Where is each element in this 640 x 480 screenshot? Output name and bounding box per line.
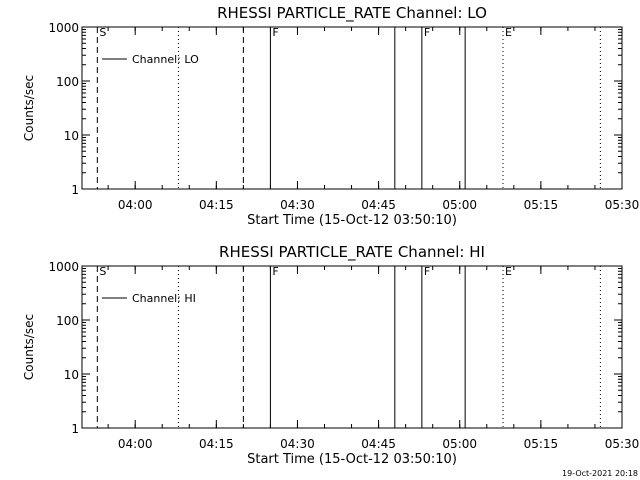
x-tick-label-04-00: 04:00: [118, 437, 153, 451]
chart-panel-1: RHESSI PARTICLE_RATE Channel: LO Start Ti…: [22, 4, 639, 228]
event-marker-label-e: E: [505, 26, 512, 39]
x-tick-label-05-15: 05:15: [524, 198, 559, 212]
y-tick-label-10: 10: [64, 368, 79, 382]
y-tick-label-10: 10: [64, 129, 79, 143]
chart-title: RHESSI PARTICLE_RATE Channel: LO: [217, 4, 487, 23]
x-axis-label: Start Time (15-Oct-12 03:50:10): [247, 213, 457, 228]
x-tick-label-05-30: 05:30: [605, 437, 640, 451]
event-marker-label-s: S: [99, 265, 106, 278]
event-marker-label-f: F: [424, 265, 430, 278]
plot-frame: [81, 26, 623, 190]
footer-date: 19-Oct-2021 20:18: [562, 469, 638, 478]
x-tick-label-04-30: 04:30: [280, 437, 315, 451]
x-axis-label: Start Time (15-Oct-12 03:50:10): [247, 452, 457, 467]
y-tick-label-1000: 1000: [48, 21, 79, 35]
legend-label: Channel: LO: [132, 53, 199, 66]
chart-panel-2: RHESSI PARTICLE_RATE Channel: HI Start Ti…: [22, 243, 639, 467]
x-tick-label-04-30: 04:30: [280, 198, 315, 212]
event-marker-label-s: S: [99, 26, 106, 39]
y-tick-label-1: 1: [71, 183, 79, 197]
x-tick-label-05-00: 05:00: [442, 198, 477, 212]
x-tick-label-05-00: 05:00: [442, 437, 477, 451]
plot-frame: [81, 265, 623, 429]
x-tick-label-04-00: 04:00: [118, 198, 153, 212]
chart-title: RHESSI PARTICLE_RATE Channel: HI: [219, 243, 485, 262]
event-marker-label-f: F: [272, 26, 278, 39]
event-marker-label-f: F: [424, 26, 430, 39]
y-tick-label-1000: 1000: [48, 260, 79, 274]
x-tick-label-05-30: 05:30: [605, 198, 640, 212]
y-tick-label-1: 1: [71, 422, 79, 436]
x-tick-label-04-45: 04:45: [361, 437, 396, 451]
x-tick-label-04-45: 04:45: [361, 198, 396, 212]
x-tick-label-04-15: 04:15: [199, 198, 234, 212]
event-marker-label-f: F: [272, 265, 278, 278]
y-axis-label: Counts/sec: [22, 75, 36, 141]
x-tick-label-04-15: 04:15: [199, 437, 234, 451]
y-axis-label: Counts/sec: [22, 314, 36, 380]
y-tick-label-100: 100: [56, 314, 79, 328]
y-tick-label-100: 100: [56, 75, 79, 89]
legend-label: Channel: HI: [132, 292, 196, 305]
event-marker-label-e: E: [505, 265, 512, 278]
x-tick-label-05-15: 05:15: [524, 437, 559, 451]
